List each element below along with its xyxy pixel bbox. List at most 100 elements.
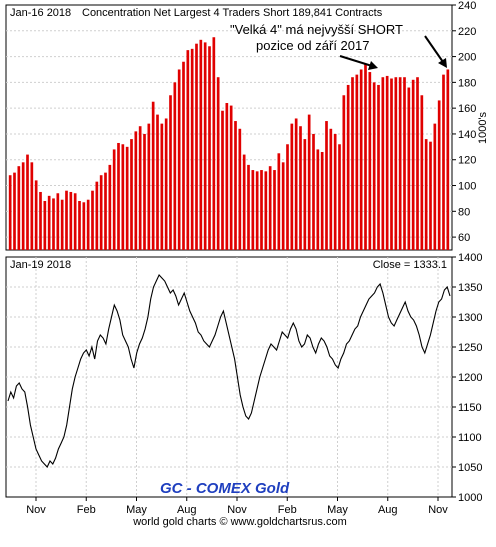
concentration-bar (442, 74, 445, 250)
concentration-bar (403, 77, 406, 250)
footer-credit: world gold charts © www.goldchartsrus.co… (132, 516, 347, 528)
concentration-bar (277, 153, 281, 250)
annotation-line-1: "Velká 4" má nejvyšší SHORT (230, 22, 403, 37)
concentration-bar (255, 171, 259, 250)
concentration-bar (264, 171, 268, 250)
bottom-y-tick-label: 1000 (458, 492, 482, 504)
top-y-tick-label: 220 (458, 26, 476, 38)
concentration-bar (268, 166, 272, 250)
top-title-date: Jan-16 2018 (10, 7, 71, 19)
concentration-bar (156, 114, 159, 251)
concentration-bar (303, 139, 307, 250)
concentration-bar (39, 191, 42, 250)
top-y-tick-label: 80 (458, 206, 470, 218)
concentration-bar (407, 87, 411, 251)
concentration-bar (43, 201, 47, 250)
annotation-arrow-2 (424, 35, 447, 68)
price-panel: 1000 1050 1100 1150 1200 1250 1300 1350 1400 Nov… (5, 252, 482, 516)
top-y-tick-label: 100 (458, 181, 476, 193)
concentration-bar (299, 126, 302, 250)
bottom-y-tick-label: 1400 (458, 252, 482, 264)
concentration-bar (273, 170, 276, 250)
concentration-bar (21, 162, 25, 250)
concentration-bar (121, 144, 125, 250)
concentration-bar (99, 175, 103, 250)
concentration-bar (355, 74, 359, 250)
concentration-bar (199, 39, 203, 250)
concentration-bar (424, 139, 428, 250)
bottom-y-tick-label: 1250 (458, 342, 482, 354)
bottom-x-tick-label: Feb (77, 504, 96, 516)
concentration-bar (325, 121, 328, 250)
concentration-bar (329, 128, 333, 250)
concentration-bar (164, 118, 168, 250)
concentration-bar (26, 154, 29, 250)
brand-label: GC - COMEX Gold (160, 480, 290, 497)
concentration-bar (437, 100, 441, 250)
bottom-y-tick-label: 1300 (458, 312, 482, 324)
concentration-bar (385, 75, 389, 250)
concentration-bar (108, 164, 112, 250)
concentration-bar (342, 95, 346, 251)
concentration-bar (60, 199, 64, 250)
concentration-bar (394, 77, 398, 250)
concentration-bar (190, 48, 194, 251)
concentration-bar (117, 142, 120, 250)
top-y-tick-label: 200 (458, 52, 476, 64)
concentration-bar (260, 170, 263, 250)
concentration-bar (17, 166, 21, 250)
concentration-bar (333, 133, 337, 250)
bottom-x-tick-label: Aug (177, 504, 197, 516)
concentration-bar (112, 149, 116, 250)
concentration-bar (242, 154, 246, 250)
concentration-bar (173, 82, 177, 250)
top-y-tick-label: 160 (458, 103, 476, 115)
concentration-bar (182, 61, 185, 250)
concentration-bar (47, 195, 51, 250)
concentration-bar (351, 77, 354, 250)
concentration-bar (8, 175, 12, 250)
concentration-bar (420, 95, 424, 251)
top-panel-frame (5, 4, 453, 251)
concentration-bar (177, 69, 181, 250)
bottom-y-ticks: 1000 1050 1100 1150 1200 1250 1300 1350 1400 (452, 252, 482, 504)
bottom-y-tick-label: 1350 (458, 282, 482, 294)
concentration-bar (372, 82, 376, 250)
concentration-bar (147, 123, 151, 250)
concentration-bar (247, 164, 250, 250)
concentration-bar (368, 72, 372, 250)
concentration-bar (251, 170, 255, 250)
price-series-line (7, 274, 451, 468)
concentration-bar (125, 146, 129, 250)
concentration-bar (290, 123, 294, 250)
concentration-bar (221, 110, 224, 250)
concentration-bar (381, 77, 385, 250)
bottom-x-tick-label: May (327, 504, 348, 516)
concentration-bar (294, 118, 298, 250)
concentration-bar (286, 144, 289, 250)
close-label: Close = 1333.1 (373, 259, 447, 271)
concentration-bar (78, 201, 81, 250)
concentration-bar (429, 141, 432, 250)
top-y-axis-label: 1000's (477, 111, 489, 144)
concentration-bar (212, 37, 216, 250)
top-y-tick-label: 140 (458, 129, 476, 141)
concentration-bar (91, 190, 94, 250)
concentration-bar (195, 43, 198, 251)
concentration-bar (346, 84, 350, 251)
concentration-bar (151, 101, 155, 250)
concentration-bar (359, 69, 363, 250)
concentration-bar (82, 202, 86, 250)
concentration-bar (377, 84, 380, 251)
concentration-bar (208, 46, 211, 251)
concentration-panel: 60 80 100 120 140 160 180 200 220 240 Jan-16 2018… (5, 0, 489, 251)
annotation-line-2: pozice od září 2017 (256, 38, 369, 53)
bottom-x-tick-label: May (126, 504, 147, 516)
top-y-tick-label: 60 (458, 232, 470, 244)
concentration-bar (138, 126, 142, 250)
concentration-bar (186, 50, 190, 251)
concentration-bar (65, 190, 68, 250)
concentration-bar (411, 79, 415, 250)
concentration-bar (433, 123, 437, 250)
concentration-bar (30, 162, 34, 250)
